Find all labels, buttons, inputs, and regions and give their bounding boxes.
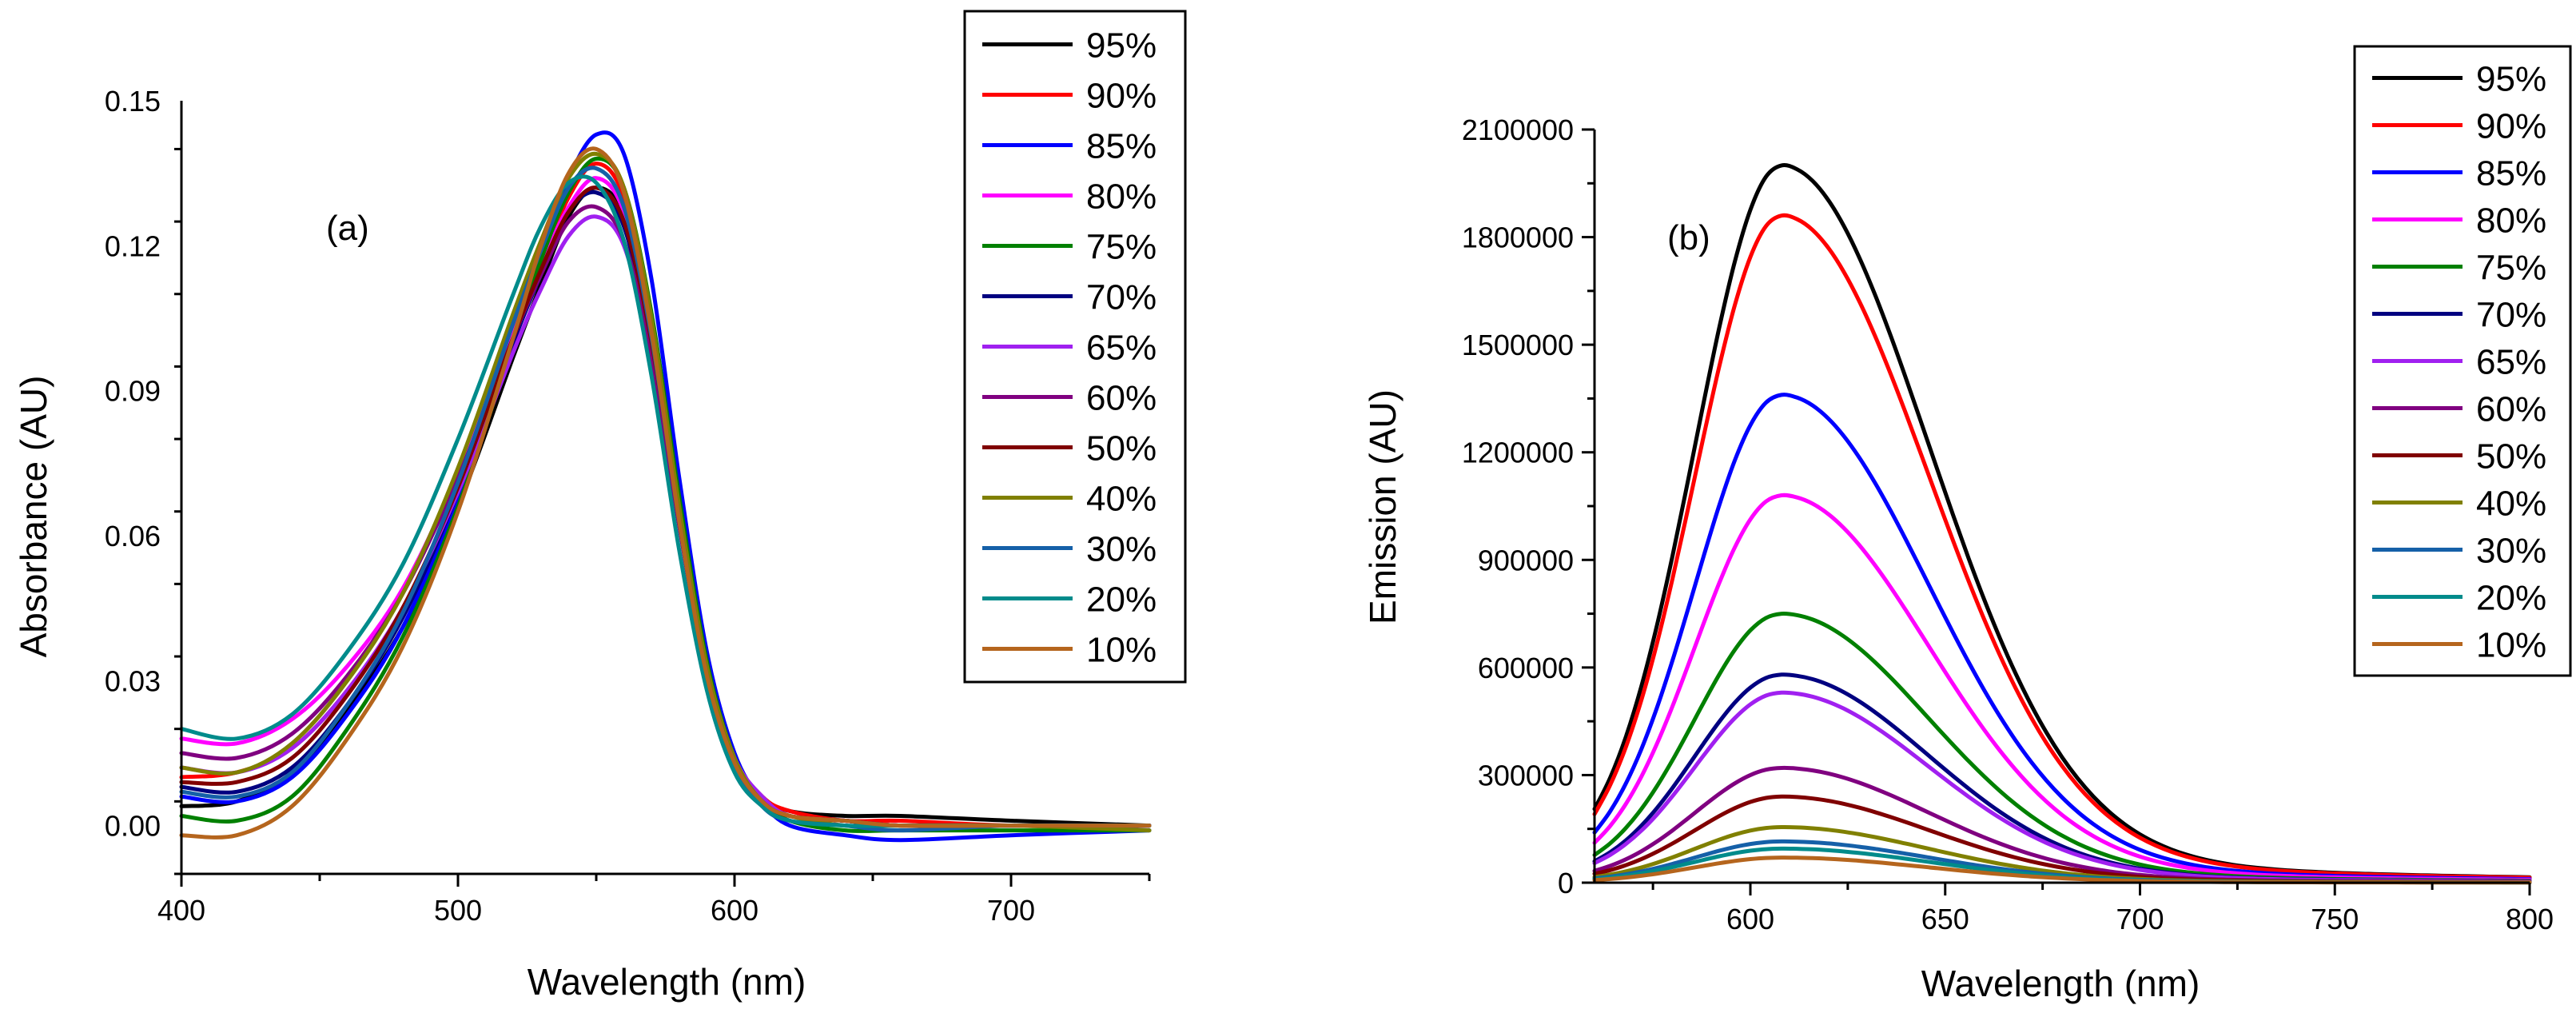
absorbance-legend-label-85: 85%: [1086, 127, 1157, 166]
emission-y-tick-label: 600000: [1478, 652, 1574, 684]
absorbance-y-tick-label: 0.03: [105, 664, 161, 697]
emission-legend-label-95: 95%: [2476, 60, 2546, 99]
absorbance-legend-label-20: 20%: [1086, 580, 1157, 620]
absorbance-legend-label-75: 75%: [1086, 228, 1157, 267]
emission-x-tick-label: 750: [2311, 903, 2359, 935]
emission-series-90: [1592, 213, 2532, 880]
absorbance-legend-label-40: 40%: [1086, 480, 1157, 519]
emission-y-tick-label: 1500000: [1462, 329, 1574, 361]
emission-legend-label-60: 60%: [2476, 390, 2546, 429]
emission-legend-label-80: 80%: [2476, 201, 2546, 241]
absorbance-x-axis-title: Wavelength (nm): [528, 961, 806, 1003]
absorbance-legend-label-95: 95%: [1086, 26, 1157, 66]
emission-y-tick-label: 1200000: [1462, 437, 1574, 469]
absorbance-chart: (a) 400 500 600 700 0.00 0.03 0.06 0.09 0.12 0.15…: [13, 10, 1187, 1003]
emission-series-group: [1592, 163, 2532, 885]
absorbance-x-tick-label: 700: [987, 894, 1035, 927]
emission-y-axis-title: Emission (AU): [1362, 389, 1403, 624]
emission-axes: 600 650 700 750 800 0 300000 600000 900000 120000…: [1462, 114, 2554, 935]
absorbance-series-20: [179, 174, 1152, 828]
absorbance-y-tick-label: 0.12: [105, 229, 161, 262]
absorbance-legend-label-90: 90%: [1086, 77, 1157, 116]
emission-legend-label-50: 50%: [2476, 437, 2546, 477]
absorbance-y-axis-title: Absorbance (AU): [13, 376, 54, 658]
absorbance-axes: 400 500 600 700 0.00 0.03 0.06 0.09 0.12 0.15: [105, 85, 1151, 927]
absorbance-y-tick-label: 0.00: [105, 810, 161, 843]
absorbance-series-10: [179, 146, 1152, 840]
emission-y-tick-label: 1800000: [1462, 221, 1574, 254]
emission-y-tick-label: 300000: [1478, 759, 1574, 792]
absorbance-legend-label-80: 80%: [1086, 177, 1157, 217]
absorbance-legend: 95% 90% 85% 80% 75% 70% 65% 60% 50% 40% 30% 20% 10%: [963, 10, 1187, 684]
absorbance-legend-label-50: 50%: [1086, 429, 1157, 469]
emission-legend-label-40: 40%: [2476, 485, 2546, 524]
emission-series-60: [1592, 765, 2532, 884]
absorbance-legend-label-70: 70%: [1086, 278, 1157, 317]
emission-legend-label-10: 10%: [2476, 626, 2546, 665]
absorbance-x-tick-label: 500: [434, 894, 482, 927]
absorbance-x-tick-label: 600: [711, 894, 758, 927]
absorbance-legend-label-30: 30%: [1086, 530, 1157, 569]
panel-b-label: (b): [1667, 218, 1710, 257]
emission-y-tick-label: 900000: [1478, 544, 1574, 576]
emission-x-tick-label: 600: [1726, 903, 1774, 935]
emission-series-50: [1592, 794, 2532, 884]
absorbance-y-tick-label: 0.15: [105, 85, 161, 118]
emission-legend-label-30: 30%: [2476, 532, 2546, 571]
emission-legend: 95% 90% 85% 80% 75% 70% 65% 60% 50% 40% 30% 20% 10%: [2353, 45, 2572, 677]
emission-legend-label-75: 75%: [2476, 249, 2546, 288]
panel-a-label: (a): [326, 209, 369, 248]
emission-legend-label-20: 20%: [2476, 579, 2546, 618]
emission-x-tick-label: 650: [1921, 903, 1969, 935]
emission-y-tick-label: 0: [1558, 867, 1574, 899]
emission-x-tick-label: 700: [2116, 903, 2164, 935]
absorbance-series-group: [179, 130, 1152, 843]
absorbance-legend-label-60: 60%: [1086, 379, 1157, 418]
emission-chart: (b) 600 650 700 750 800 0 300000 600000 900000 12…: [1362, 45, 2572, 1004]
absorbance-y-tick-label: 0.06: [105, 520, 161, 552]
emission-legend-label-65: 65%: [2476, 343, 2546, 382]
emission-legend-label-85: 85%: [2476, 154, 2546, 193]
absorbance-x-tick-label: 400: [157, 894, 205, 927]
absorbance-legend-label-10: 10%: [1086, 631, 1157, 670]
absorbance-legend-label-65: 65%: [1086, 329, 1157, 368]
emission-y-tick-label: 2100000: [1462, 114, 1574, 146]
absorbance-y-tick-label: 0.09: [105, 375, 161, 408]
emission-x-tick-label: 800: [2506, 903, 2554, 935]
emission-legend-label-70: 70%: [2476, 296, 2546, 335]
emission-x-axis-title: Wavelength (nm): [1921, 963, 2200, 1004]
absorbance-series-85: [179, 130, 1152, 843]
emission-legend-label-90: 90%: [2476, 107, 2546, 146]
